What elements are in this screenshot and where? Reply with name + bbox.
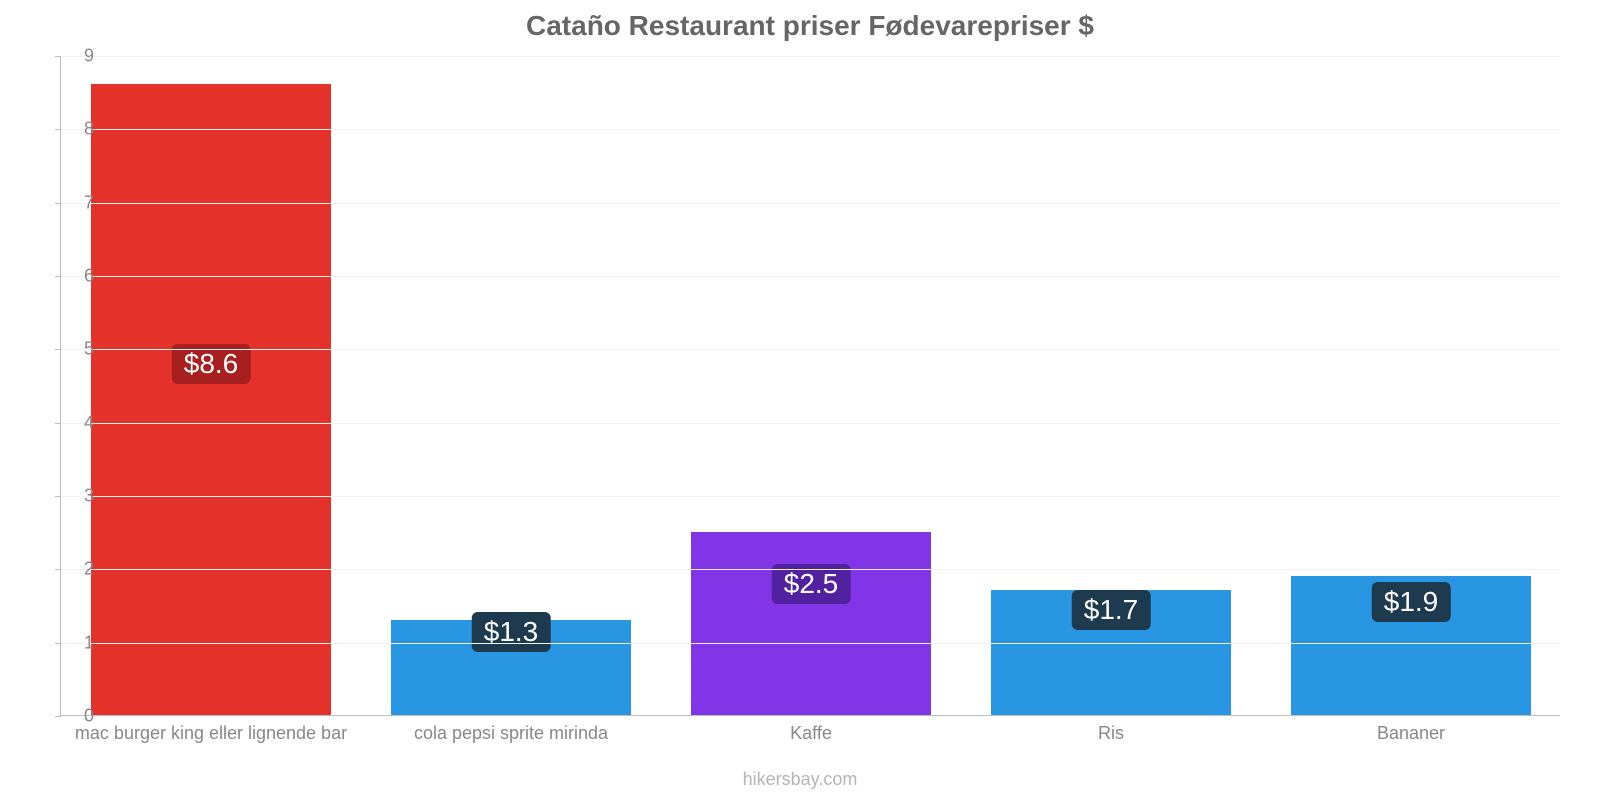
x-tick-label: Bananer [1377,723,1445,744]
x-tick-label: Ris [1098,723,1124,744]
grid-line [61,349,1560,350]
grid-line [61,129,1560,130]
bars-layer: $8.6$1.3$2.5$1.7$1.9 [61,56,1560,715]
y-tick-label: 6 [54,266,94,287]
grid-line [61,56,1560,57]
grid-line [61,569,1560,570]
y-tick-label: 8 [54,119,94,140]
grid-line [61,423,1560,424]
value-badge: $1.7 [1072,590,1151,630]
y-tick-label: 3 [54,486,94,507]
grid-line [61,203,1560,204]
value-badge: $1.3 [472,612,551,652]
plot-area: $8.6$1.3$2.5$1.7$1.9 mac burger king ell… [60,56,1560,716]
chart-container: Cataño Restaurant priser Fødevarepriser … [0,0,1600,800]
y-tick-label: 7 [54,192,94,213]
y-tick-label: 1 [54,632,94,653]
x-tick-label: Kaffe [790,723,832,744]
y-tick-label: 0 [54,706,94,727]
x-tick-label: cola pepsi sprite mirinda [414,723,608,744]
grid-line [61,276,1560,277]
value-badge: $1.9 [1372,582,1451,622]
bar [91,84,331,715]
y-tick-label: 5 [54,339,94,360]
y-tick-label: 4 [54,412,94,433]
grid-line [61,496,1560,497]
grid-line [61,643,1560,644]
source-label: hikersbay.com [0,769,1600,790]
y-tick-label: 2 [54,559,94,580]
y-tick-label: 9 [54,46,94,67]
x-tick-label: mac burger king eller lignende bar [75,723,347,744]
chart-title: Cataño Restaurant priser Fødevarepriser … [60,0,1560,48]
bar [691,532,931,715]
